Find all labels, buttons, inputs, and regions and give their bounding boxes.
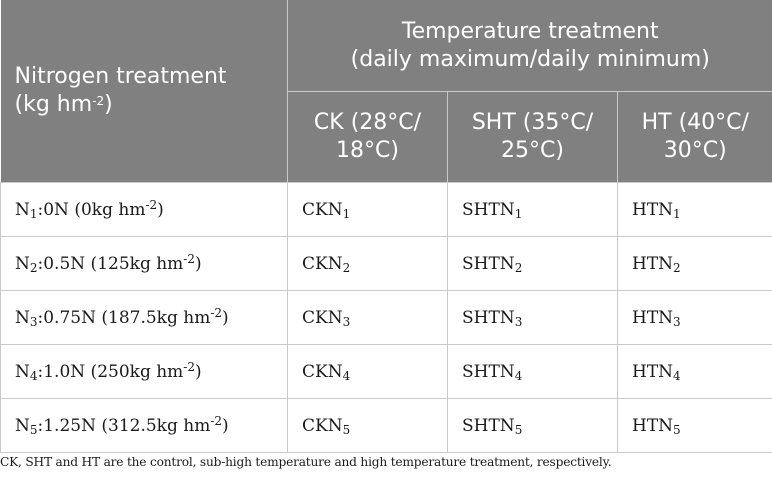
ck-cell: CKN3 [287,290,448,345]
ht-cell: HTN2 [617,236,772,291]
table-row: N3:0.75N (187.5kg hm-2) CKN3 SHTN3 HTN3 [0,290,772,345]
table-row: N5:1.25N (312.5kg hm-2) CKN5 SHTN5 HTN5 [0,398,772,453]
sht-cell: SHTN2 [447,236,618,291]
ck-header: CK (28°C/18°C) [287,91,448,183]
treatment-table: Nitrogen treatment (kg hm-2) Temperature… [0,0,772,453]
sht-cell: SHTN3 [447,290,618,345]
nitrogen-header-unit: (kg hm-2) [14,92,113,117]
header-row-1: Nitrogen treatment (kg hm-2) Temperature… [0,0,772,183]
nitrogen-cell: N5:1.25N (312.5kg hm-2) [0,398,288,453]
ht-cell: HTN4 [617,344,772,399]
ck-cell: CKN5 [287,398,448,453]
table-row: N1:0N (0kg hm-2) CKN1 SHTN1 HTN1 [0,182,772,237]
ht-cell: HTN3 [617,290,772,345]
nitrogen-cell: N3:0.75N (187.5kg hm-2) [0,290,288,345]
ck-cell: CKN1 [287,182,448,237]
temperature-header-subtitle: (daily maximum/daily minimum) [350,46,710,72]
temperature-treatment-header: Temperature treatment (daily maximum/dai… [287,0,772,92]
nitrogen-cell: N1:0N (0kg hm-2) [0,182,288,237]
nitrogen-cell: N4:1.0N (250kg hm-2) [0,344,288,399]
sht-header: SHT (35°C/25°C) [447,91,618,183]
ck-cell: CKN4 [287,344,448,399]
ck-cell: CKN2 [287,236,448,291]
ht-cell: HTN1 [617,182,772,237]
nitrogen-cell: N2:0.5N (125kg hm-2) [0,236,288,291]
nitrogen-header-label: Nitrogen treatment [14,64,227,89]
table-footnote: CK, SHT and HT are the control, sub-high… [0,455,612,469]
nitrogen-treatment-header: Nitrogen treatment (kg hm-2) [0,0,288,183]
sht-cell: SHTN1 [447,182,618,237]
temperature-header-label: Temperature treatment [401,18,659,44]
table-row: N2:0.5N (125kg hm-2) CKN2 SHTN2 HTN2 [0,236,772,291]
ht-cell: HTN5 [617,398,772,453]
ht-header: HT (40°C/30°C) [617,91,772,183]
sht-cell: SHTN4 [447,344,618,399]
table-row: N4:1.0N (250kg hm-2) CKN4 SHTN4 HTN4 [0,344,772,399]
sht-cell: SHTN5 [447,398,618,453]
header-row-2: CK (28°C/18°C) SHT (35°C/25°C) HT (40°C/… [1,91,772,183]
